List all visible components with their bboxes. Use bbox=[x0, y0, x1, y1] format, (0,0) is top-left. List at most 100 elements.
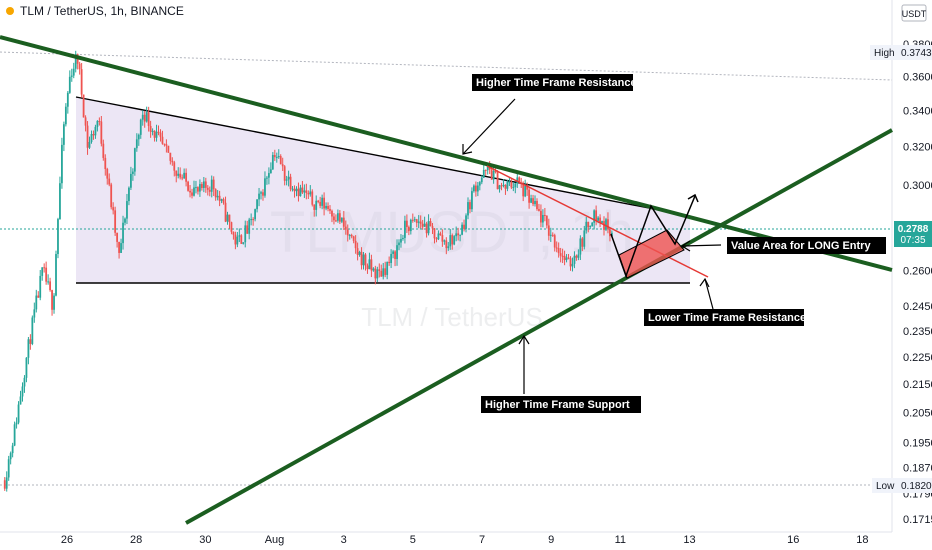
htf-resistance-pointer-arrow bbox=[462, 98, 516, 155]
candle-body bbox=[607, 219, 609, 230]
candle-body bbox=[557, 248, 560, 254]
candle-body bbox=[25, 357, 28, 378]
candle-body bbox=[433, 228, 436, 239]
candle-body bbox=[112, 207, 115, 211]
candle-body bbox=[183, 172, 186, 179]
candle-body bbox=[242, 242, 245, 244]
low-tag-value: 0.1820 bbox=[901, 481, 932, 492]
time-tick-2: 30 bbox=[199, 534, 211, 546]
candle-body bbox=[232, 231, 235, 235]
candle-body bbox=[195, 187, 197, 189]
candle-body bbox=[323, 197, 325, 209]
candle-body bbox=[61, 144, 63, 184]
candle-body bbox=[15, 422, 18, 425]
candle-body bbox=[565, 257, 568, 261]
candle-body bbox=[289, 176, 292, 190]
candle-body bbox=[370, 259, 373, 271]
symbol-header[interactable]: TLM / TetherUS, 1h, BINANCE bbox=[6, 4, 184, 18]
candle-body bbox=[311, 191, 314, 205]
candle-body bbox=[567, 257, 570, 259]
candle-body bbox=[534, 200, 536, 205]
candle-body bbox=[492, 171, 495, 180]
candle-body bbox=[159, 132, 162, 137]
candle-body bbox=[474, 185, 477, 192]
candle-body bbox=[47, 281, 50, 283]
ltf-resistance-trendline[interactable] bbox=[486, 165, 709, 278]
current-price-value: 0.2788 bbox=[898, 224, 929, 235]
candle-body bbox=[141, 114, 144, 120]
candle-body bbox=[384, 268, 387, 275]
candle-body bbox=[329, 208, 331, 211]
candle-body bbox=[405, 220, 408, 228]
candle-body bbox=[206, 187, 209, 190]
candle-body bbox=[502, 184, 505, 187]
candle-body bbox=[469, 202, 471, 210]
candle-body bbox=[435, 238, 438, 240]
candle-body bbox=[100, 121, 103, 144]
candle-body bbox=[380, 270, 383, 277]
candle-body bbox=[465, 215, 467, 229]
candle-body bbox=[151, 130, 154, 132]
candle-body bbox=[246, 225, 249, 234]
candle-body bbox=[522, 184, 525, 197]
candle-body bbox=[277, 156, 280, 158]
candle-body bbox=[514, 183, 517, 188]
candle-body bbox=[260, 192, 262, 194]
candle-body bbox=[133, 148, 136, 172]
candle-body bbox=[317, 200, 320, 202]
candle-body bbox=[293, 188, 296, 192]
candle-body bbox=[120, 243, 122, 253]
htf-resistance-trendline[interactable] bbox=[0, 35, 893, 272]
candle-body bbox=[226, 214, 229, 222]
descending-triangle-area bbox=[76, 97, 690, 283]
candle-body bbox=[98, 120, 101, 122]
htf-support-trendline[interactable] bbox=[185, 128, 893, 525]
candle-body bbox=[72, 68, 75, 76]
candle-body bbox=[222, 199, 225, 203]
candle-body bbox=[139, 119, 142, 135]
candle-body bbox=[291, 188, 294, 190]
currency-badge[interactable] bbox=[901, 4, 927, 22]
candle-body bbox=[455, 233, 458, 237]
candle-body bbox=[441, 235, 444, 242]
candle-body bbox=[585, 221, 588, 231]
candle-body bbox=[325, 205, 327, 209]
candle-body bbox=[70, 75, 73, 77]
candle-body bbox=[581, 238, 584, 247]
htf-resistance-arrowhead bbox=[462, 144, 473, 155]
triangle-upper-line[interactable] bbox=[75, 96, 691, 217]
candle-body bbox=[338, 213, 341, 222]
candle-body bbox=[37, 295, 40, 298]
candle-body bbox=[106, 169, 109, 179]
candle-body bbox=[571, 263, 574, 267]
candle-body bbox=[84, 117, 87, 126]
candle-body bbox=[200, 184, 203, 188]
candle-body bbox=[244, 225, 247, 243]
candle-body bbox=[498, 185, 501, 190]
candle-body bbox=[372, 268, 375, 271]
candle-body bbox=[400, 238, 402, 243]
candle-body bbox=[532, 198, 534, 205]
candle-body bbox=[340, 217, 343, 222]
candle-body bbox=[167, 145, 170, 153]
candle-body bbox=[335, 220, 337, 222]
candle-body bbox=[7, 459, 10, 478]
candle-body bbox=[417, 221, 420, 223]
candle-body bbox=[212, 179, 215, 190]
price-axis-panel[interactable] bbox=[892, 0, 932, 550]
candle-body bbox=[378, 269, 381, 271]
candle-body bbox=[500, 185, 503, 187]
candle-body bbox=[94, 126, 97, 136]
candle-body bbox=[601, 221, 603, 223]
candle-body bbox=[486, 165, 489, 171]
candle-body bbox=[360, 251, 363, 266]
candle-body bbox=[179, 173, 182, 178]
candle-body bbox=[471, 191, 473, 210]
candle-body bbox=[431, 226, 434, 229]
candle-body bbox=[313, 204, 316, 210]
candle-body bbox=[331, 210, 333, 217]
candle-body bbox=[264, 178, 266, 196]
price-tick-15: 0.1715 bbox=[903, 514, 932, 526]
